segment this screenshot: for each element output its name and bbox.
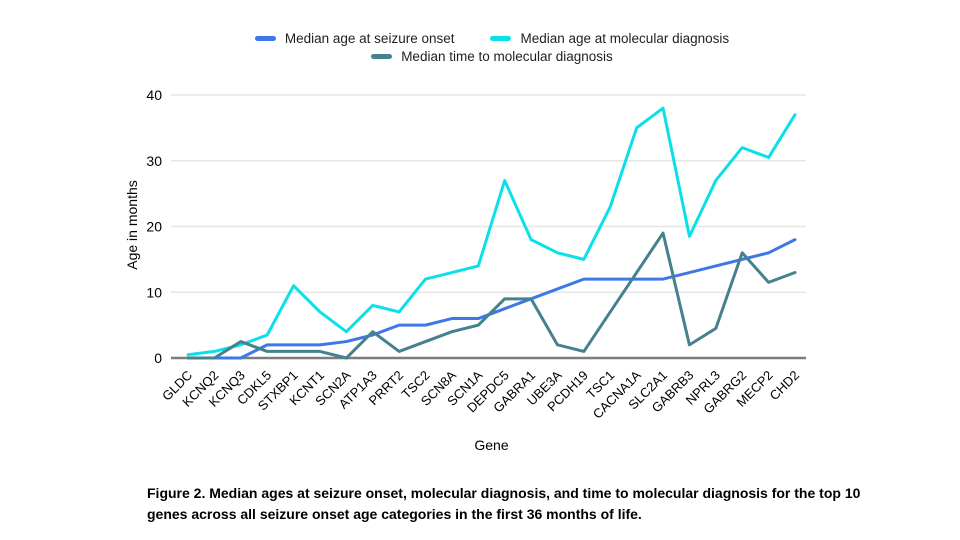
chart-legend: Median age at seizure onset Median age a… bbox=[12, 31, 960, 64]
series-line-0 bbox=[186, 238, 797, 360]
line-chart: 010203040GLDCKCNQ2KCNQ3CDKL5STXBP1KCNT1S… bbox=[146, 87, 806, 422]
legend-item-molecular-diagnosis: Median age at molecular diagnosis bbox=[490, 31, 729, 46]
series-line-1 bbox=[186, 106, 797, 357]
x-axis-title: Gene bbox=[474, 437, 509, 453]
legend-label: Median time to molecular diagnosis bbox=[401, 49, 613, 64]
y-tick-label-30: 30 bbox=[146, 153, 162, 169]
y-axis-title: Age in months bbox=[124, 180, 140, 270]
y-tick-label-40: 40 bbox=[146, 87, 162, 103]
y-tick-label-10: 10 bbox=[146, 284, 162, 300]
x-tick-label-CHD2: CHD2 bbox=[766, 368, 802, 404]
legend-label: Median age at seizure onset bbox=[284, 31, 455, 46]
y-tick-label-20: 20 bbox=[146, 219, 162, 235]
legend-swatch-molecular-diagnosis-icon bbox=[490, 36, 512, 41]
legend-item-time-to-diagnosis: Median time to molecular diagnosis bbox=[371, 49, 613, 64]
legend-swatch-time-to-diagnosis-icon bbox=[371, 54, 393, 59]
y-tick-label-0: 0 bbox=[154, 350, 162, 366]
legend-label: Median age at molecular diagnosis bbox=[520, 31, 730, 46]
legend-swatch-seizure-onset-icon bbox=[254, 36, 276, 41]
legend-row-1: Median age at seizure onset Median age a… bbox=[254, 31, 729, 46]
figure-caption-line-1: Figure 2. Median ages at seizure onset, … bbox=[147, 485, 861, 501]
legend-item-seizure-onset: Median age at seizure onset bbox=[254, 31, 455, 46]
series-line-2 bbox=[186, 231, 797, 360]
legend-row-2: Median time to molecular diagnosis bbox=[371, 49, 613, 64]
figure-caption: Figure 2. Median ages at seizure onset, … bbox=[147, 483, 937, 525]
figure-caption-line-2: genes across all seizure onset age categ… bbox=[147, 506, 642, 522]
